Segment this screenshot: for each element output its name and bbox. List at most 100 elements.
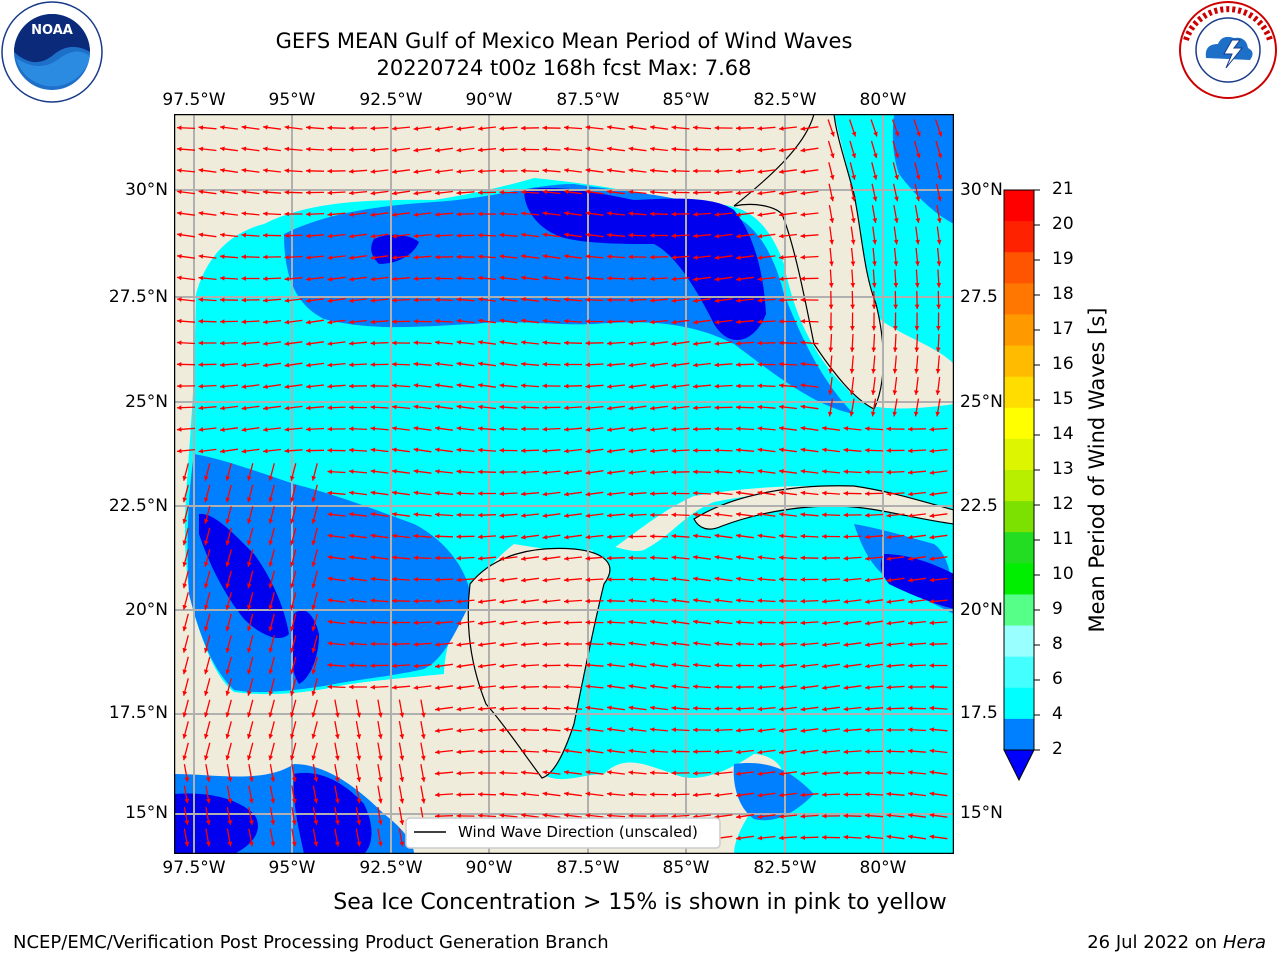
wind-wave-arrowhead [177, 125, 182, 131]
wind-wave-arrowhead [349, 147, 354, 153]
wind-wave-arrowhead [800, 383, 806, 388]
colorbar-tick-label: 4 [1052, 704, 1063, 724]
wind-wave-arrowhead [865, 599, 870, 604]
wind-wave-arrowhead [182, 647, 188, 653]
wind-wave-arrowhead [456, 340, 462, 345]
wind-wave-arrowhead [290, 733, 295, 739]
wind-wave-arrowhead [607, 427, 612, 432]
wind-wave-arrowhead [736, 362, 741, 368]
wind-wave-arrowhead [499, 685, 505, 690]
wind-wave-arrowhead [349, 576, 354, 582]
wind-wave-arrowhead [693, 576, 698, 582]
wind-wave-arrowhead [671, 405, 677, 411]
wind-wave-arrowhead [499, 275, 505, 281]
wind-wave-arrowhead [248, 841, 254, 847]
wind-wave-arrowhead [736, 319, 741, 325]
wind-wave-arrowhead [935, 368, 941, 374]
wind-wave-arrowhead [241, 427, 247, 432]
wind-wave-arrowhead [822, 685, 827, 690]
wind-wave-arrowhead [650, 189, 655, 195]
wind-wave-arrowhead [671, 555, 677, 560]
wind-wave-arrowhead [456, 512, 461, 518]
wind-wave-arrowhead [908, 791, 913, 797]
wind-wave-arrowhead [828, 283, 834, 288]
wind-wave-arrowhead [413, 512, 419, 517]
wind-wave-arrowhead [311, 475, 317, 481]
wind-wave-arrowhead [865, 642, 870, 647]
wind-wave-arrowhead [714, 749, 720, 755]
wind-wave-arrowhead [392, 598, 397, 604]
caribbean-east-deep [880, 554, 954, 609]
wind-wave-arrowhead [349, 383, 354, 389]
wind-wave-arrowhead [800, 276, 805, 281]
wind-wave-arrowhead [182, 604, 188, 610]
wind-wave-arrowhead [822, 813, 827, 819]
wind-wave-arrowhead [851, 131, 857, 137]
wind-wave-arrowhead [628, 727, 634, 732]
wind-wave-arrowhead [736, 276, 741, 282]
wind-wave-arrowhead [399, 755, 405, 761]
wind-wave-arrowhead [757, 576, 763, 582]
wind-wave-arrowhead [779, 685, 784, 690]
wind-wave-arrowhead [693, 512, 698, 517]
caribbean-water [546, 491, 954, 854]
wind-wave-arrowhead [892, 411, 898, 417]
wind-wave-arrowhead [851, 153, 857, 159]
wind-wave-arrowhead [693, 319, 698, 325]
wind-wave-arrowhead [671, 168, 676, 174]
wind-wave-arrowhead [714, 576, 720, 582]
wind-wave-arrowhead [311, 561, 317, 567]
colorbar-tick-label: 20 [1052, 214, 1074, 234]
wind-wave-arrowhead [872, 174, 878, 180]
wind-wave-arrowhead [628, 405, 634, 411]
wind-wave-arrowhead [306, 426, 311, 432]
wind-wave-arrowhead [370, 663, 375, 668]
wind-wave-arrowhead [585, 384, 591, 389]
wind-wave-arrowhead [892, 347, 898, 352]
wind-wave-arrowhead [585, 705, 591, 711]
wind-wave-arrowhead [456, 190, 462, 196]
wind-wave-arrowhead [334, 734, 340, 739]
wind-wave-arrowhead [311, 540, 317, 546]
wind-wave-arrowhead [177, 297, 182, 302]
wind-wave-arrowhead [800, 212, 806, 217]
wind-wave-arrowhead [828, 390, 833, 395]
wind-wave-arrowhead [177, 168, 182, 173]
wind-wave-arrowhead [757, 147, 763, 153]
wind-wave-arrowhead [349, 512, 354, 517]
wind-wave-arrowhead [311, 497, 317, 503]
wind-wave-arrowhead [263, 276, 268, 282]
wind-wave-arrowhead [929, 748, 935, 754]
wind-wave-arrowhead [349, 663, 354, 668]
wind-wave-arrowhead [915, 174, 921, 180]
wind-wave-arrowhead [521, 684, 526, 690]
wind-wave-arrowhead [370, 619, 375, 625]
map-subtitle: 20220724 t00z 168h fcst Max: 7.68 [376, 56, 752, 80]
wind-wave-arrowhead [521, 211, 526, 216]
wind-wave-arrowhead [585, 189, 591, 195]
wind-wave-arrowhead [413, 577, 418, 582]
wind-wave-arrowhead [757, 728, 763, 733]
wind-wave-arrowhead [693, 641, 698, 646]
wind-wave-arrowhead [521, 748, 526, 754]
wind-wave-arrowhead [829, 196, 835, 202]
wind-wave-arrowhead [327, 125, 332, 131]
wind-wave-arrowhead [628, 684, 634, 689]
wind-wave-arrowhead [607, 705, 612, 711]
wind-wave-arrowhead [693, 211, 698, 217]
wind-wave-arrowhead [399, 712, 405, 718]
wind-wave-arrowhead [499, 556, 505, 561]
wind-wave-arrowhead [693, 147, 698, 152]
wind-wave-arrowhead [204, 540, 209, 546]
wind-wave-arrowhead [827, 411, 833, 417]
wind-wave-arrowhead [800, 447, 806, 453]
wind-wave-arrowhead [607, 641, 612, 646]
wind-wave-arrowhead [650, 619, 655, 625]
wind-wave-arrowhead [585, 620, 590, 625]
wind-wave-arrowhead [564, 405, 569, 411]
wind-wave-arrowhead [693, 298, 698, 303]
wind-wave-arrowhead [291, 820, 297, 825]
wind-wave-arrowhead [585, 319, 590, 324]
wind-wave-arrowhead [800, 663, 806, 669]
wind-wave-arrowhead [456, 813, 461, 819]
